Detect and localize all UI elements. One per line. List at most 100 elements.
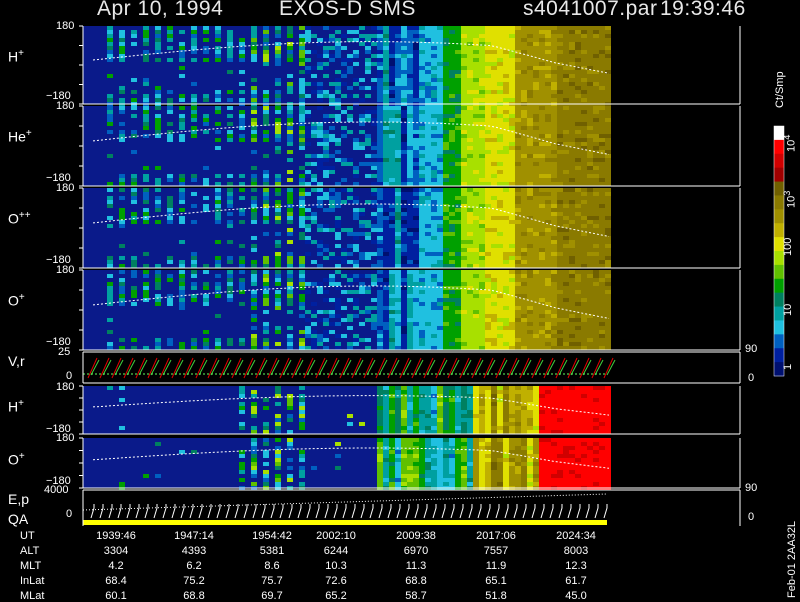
spectrogram-cell — [425, 158, 431, 162]
spectrogram-cell — [287, 170, 293, 174]
spectrogram-cell — [605, 188, 611, 192]
spectrogram-cell — [143, 216, 149, 220]
spectrogram-cell — [521, 386, 527, 390]
spectrogram-cell — [437, 236, 443, 240]
spectrogram-cell — [587, 334, 593, 338]
spectrogram-cell — [263, 220, 269, 224]
spectrogram-cell — [311, 178, 317, 182]
spectrogram-cell — [599, 46, 605, 50]
spectrogram-cell — [377, 30, 383, 34]
spectrogram-cell — [179, 122, 185, 126]
spectrogram-cell — [485, 38, 491, 42]
spectrogram-cell — [551, 130, 557, 134]
spectrogram-cell — [389, 228, 395, 232]
spectrogram-cell — [365, 70, 371, 74]
spectrogram-cell — [587, 170, 593, 174]
spectrogram-cell — [299, 46, 305, 50]
spectrogram-cell — [557, 106, 563, 110]
spectrogram-cell — [347, 158, 353, 162]
spectrogram-cell — [377, 478, 383, 482]
spectrogram-cell — [515, 86, 521, 90]
spectrogram-cell — [329, 322, 335, 326]
spectrogram-cell — [467, 110, 473, 114]
spectrogram-cell — [419, 82, 425, 86]
spectrogram-cell — [215, 274, 221, 278]
spectrogram-cell — [539, 228, 545, 232]
spectrogram-cell — [545, 54, 551, 58]
spectrogram-cell — [485, 46, 491, 50]
spectrogram-cell — [413, 398, 419, 402]
spectrogram-cell — [317, 224, 323, 228]
spectrogram-cell — [335, 306, 341, 310]
spectrogram-cell — [563, 278, 569, 282]
spectrogram-cell — [605, 174, 611, 178]
spectrogram-cell — [305, 318, 311, 322]
spectrogram-cell — [395, 58, 401, 62]
spectrogram-cell — [119, 58, 125, 62]
spectrogram-cell — [419, 270, 425, 274]
spectrogram-cell — [443, 74, 449, 78]
spectrogram-cell — [527, 122, 533, 126]
spectrogram-cell — [593, 174, 599, 178]
spectrogram-cell — [131, 270, 137, 274]
spectrogram-cell — [119, 482, 125, 486]
spectrogram-cell — [581, 204, 587, 208]
spectrogram-cell — [485, 330, 491, 334]
spectrogram-cell — [395, 240, 401, 244]
spectrogram-cell — [569, 426, 575, 430]
spectrogram-cell — [305, 224, 311, 228]
spectrogram-cell — [437, 220, 443, 224]
spectrogram-cell — [503, 78, 509, 82]
spectrogram-cell — [473, 402, 479, 406]
spectrogram-cell — [557, 114, 563, 118]
spectrogram-cell — [203, 302, 209, 306]
spectrogram-cell — [455, 402, 461, 406]
spectrogram-cell — [527, 182, 533, 186]
spectrogram-cell — [335, 224, 341, 228]
spectrogram-cell — [605, 212, 611, 216]
spectrogram-cell — [353, 82, 359, 86]
spectrogram-cell — [515, 118, 521, 122]
spectrogram-cell — [467, 142, 473, 146]
spectrogram-cell — [605, 236, 611, 240]
spectrogram-cell — [509, 402, 515, 406]
spectrogram-cell — [575, 402, 581, 406]
spectrogram-cell — [503, 110, 509, 114]
spectrogram-cell — [347, 118, 353, 122]
spectrogram-cell — [449, 232, 455, 236]
spectrogram-cell — [491, 78, 497, 82]
spectrogram-cell — [335, 346, 341, 350]
spectrogram-cell — [377, 114, 383, 118]
spectrogram-cell — [539, 196, 545, 200]
spectrogram-cell — [569, 114, 575, 118]
spectrogram-cell — [569, 306, 575, 310]
spectrogram-cell — [407, 170, 413, 174]
spectrogram-cell — [425, 240, 431, 244]
spectrogram-cell — [509, 326, 515, 330]
spectrogram-cell — [335, 142, 341, 146]
spectrogram-cell — [191, 256, 197, 260]
spectrogram-cell — [365, 236, 371, 240]
spectrogram-cell — [131, 264, 137, 268]
spectrogram-cell — [131, 200, 137, 204]
spectrogram-cell — [575, 302, 581, 306]
spectrogram-cell — [599, 62, 605, 66]
spectrogram-cell — [455, 58, 461, 62]
spectrogram-cell — [461, 154, 467, 158]
spectrogram-cell — [401, 174, 407, 178]
spectrogram-cell — [491, 82, 497, 86]
spectrogram-cell — [383, 110, 389, 114]
spectrogram-cell — [389, 282, 395, 286]
spectrogram-cell — [551, 166, 557, 170]
spectrogram-cell — [449, 94, 455, 98]
spectrogram-cell — [575, 224, 581, 228]
spectrogram-cell — [449, 410, 455, 414]
spectrogram-cell — [419, 162, 425, 166]
spectrogram-cell — [263, 342, 269, 346]
spectrogram-cell — [605, 158, 611, 162]
spectrogram-cell — [581, 286, 587, 290]
spectrogram-cell — [383, 294, 389, 298]
spectrogram-cell — [593, 78, 599, 82]
spectrogram-cell — [359, 290, 365, 294]
spectrogram-cell — [557, 212, 563, 216]
